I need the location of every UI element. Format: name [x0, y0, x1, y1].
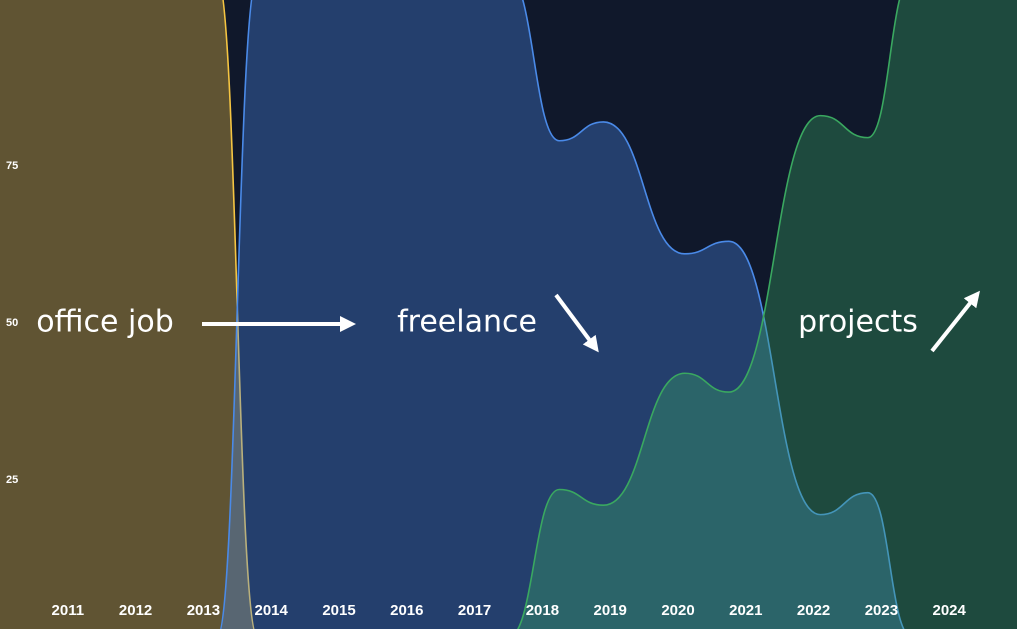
x-tick-label: 2016	[390, 602, 423, 619]
arrow	[554, 293, 599, 353]
x-tick-label: 2019	[594, 602, 627, 619]
line	[219, 0, 905, 629]
x-tick-label: 2022	[797, 602, 830, 619]
x-tick-label: 2017	[458, 602, 491, 619]
annotation: projects	[798, 305, 918, 340]
y-tick-label: 25	[6, 474, 18, 486]
x-tick-label: 2013	[187, 602, 220, 619]
area	[517, 0, 1017, 629]
x-tick-label: 2018	[526, 602, 559, 619]
annotation: office job	[36, 305, 174, 340]
arrow	[930, 290, 980, 353]
x-tick-label: 2015	[322, 602, 355, 619]
y-tick-label: 75	[6, 160, 18, 172]
y-tick-label: 50	[6, 317, 18, 329]
x-tick-label: 2011	[52, 602, 85, 619]
x-tick-label: 2024	[933, 602, 967, 619]
area	[0, 0, 255, 629]
x-tick-label: 2012	[119, 602, 152, 619]
x-tick-label: 2021	[729, 602, 762, 619]
x-tick-label: 2020	[661, 602, 694, 619]
annotation: freelance	[397, 305, 537, 340]
line	[222, 0, 255, 629]
x-tick-label: 2014	[255, 602, 289, 619]
area	[220, 0, 904, 629]
line	[517, 0, 901, 629]
labels: 25 50 75 2011 2012 2013 2014 2015 2016 2017 2018 20…	[6, 160, 967, 619]
x-tick-label: 2023	[865, 602, 898, 619]
